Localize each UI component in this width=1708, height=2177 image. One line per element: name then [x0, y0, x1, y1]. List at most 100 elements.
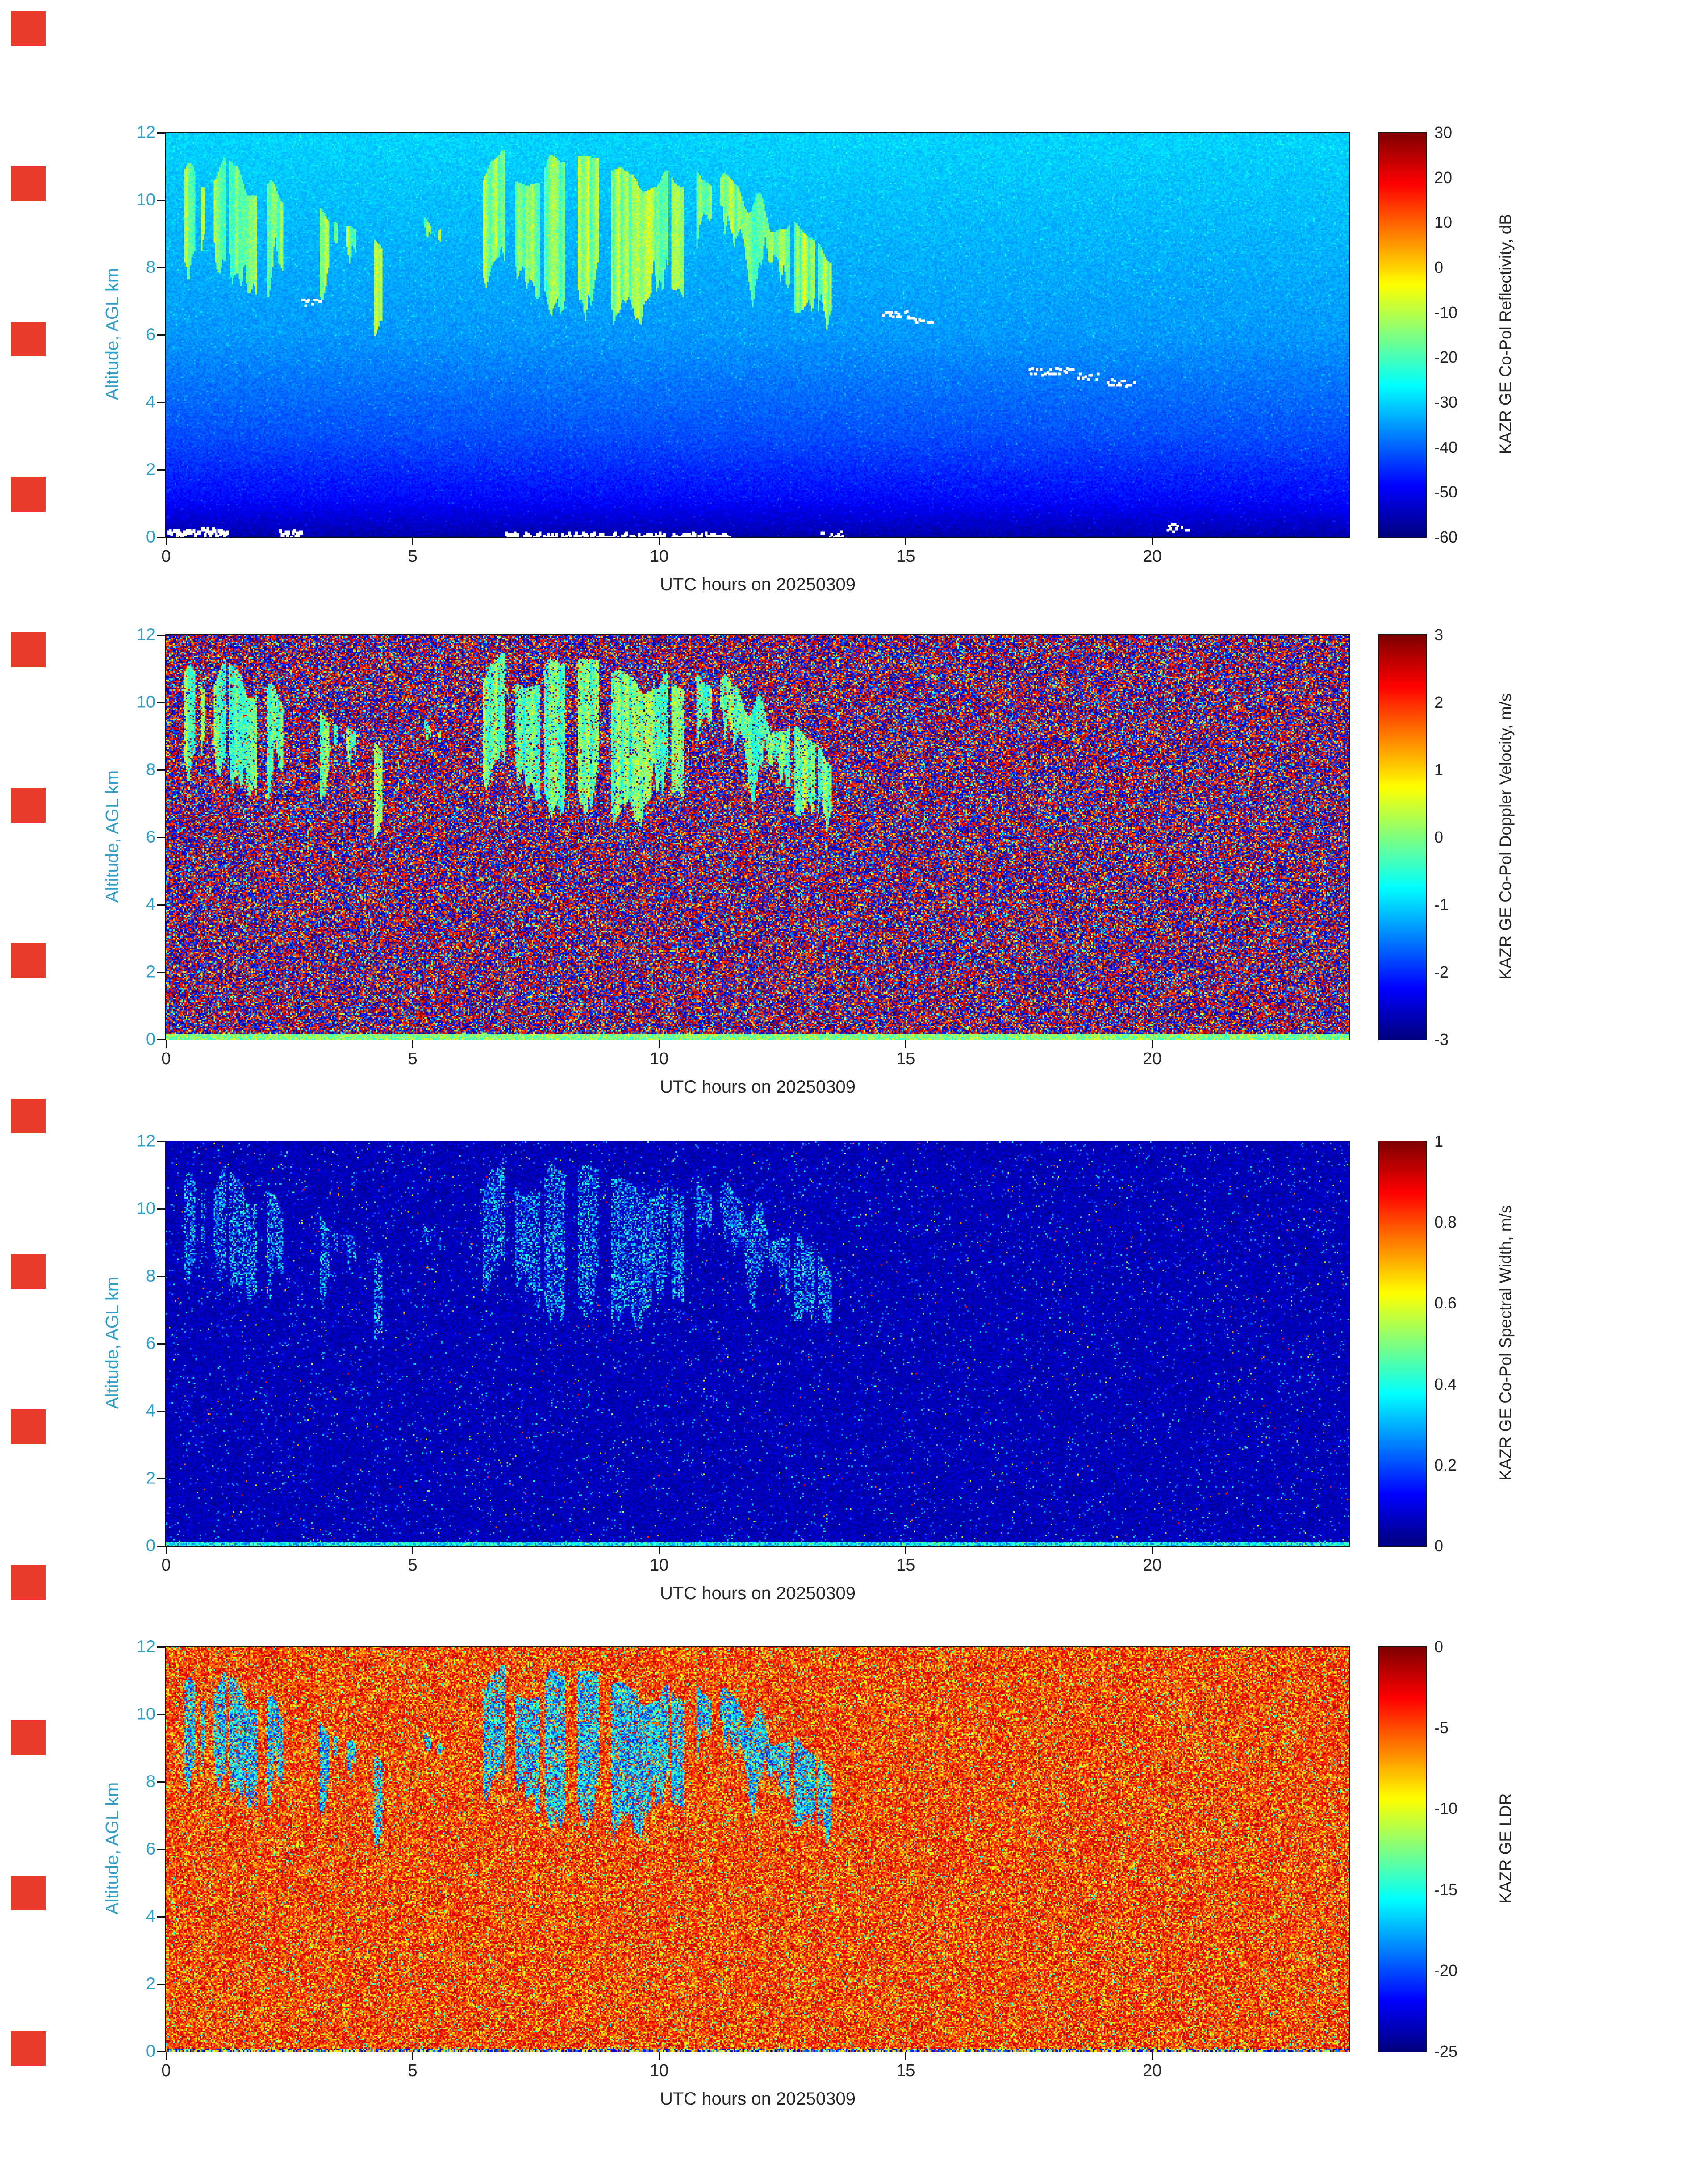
x-tick-mark: [905, 537, 906, 545]
x-tick-label: 10: [650, 1556, 668, 1575]
y-tick-labels: 0 2 4 6 8 10 12: [0, 1647, 155, 2052]
y-tick-mark: [157, 702, 165, 703]
y-tick-label: 0: [146, 1537, 155, 1556]
x-tick-mark: [905, 2052, 906, 2060]
x-tick-label: 0: [161, 547, 171, 566]
reflectivity-heatmap-canvas: [166, 133, 1349, 537]
ldr-plot-area: [165, 1646, 1350, 2052]
colorbar-gradient: [1379, 1647, 1426, 2052]
y-tick-mark: [157, 1849, 165, 1850]
y-tick-mark: [157, 267, 165, 268]
y-tick-mark: [157, 200, 165, 201]
colorbar-label-text: KAZR GE LDR: [1496, 1793, 1515, 1904]
x-tick-label: 10: [650, 1049, 668, 1069]
colorbar-tick-label: -3: [1434, 1030, 1449, 1049]
x-tick-label: 10: [650, 547, 668, 566]
colorbar-tick-label: -60: [1434, 528, 1457, 547]
y-tick-mark: [157, 1646, 165, 1648]
panel-spectral-width: Altitude, AGL km 0 2 4 6 8 10 12 UTC hours on …: [0, 1141, 1708, 1648]
y-tick-label: 0: [146, 2042, 155, 2061]
red-square-artifact: [11, 166, 46, 201]
y-tick-mark: [157, 769, 165, 771]
reflectivity-plot-area: [165, 132, 1350, 538]
kazr-quicklook-figure: Altitude, AGL km 0 2 4 6 8 10 12 UTC hours on …: [0, 0, 1708, 2177]
y-tick-label: 6: [146, 828, 155, 847]
colorbar-tick-label: -2: [1434, 963, 1449, 982]
x-tick-mark: [412, 1040, 413, 1048]
colorbar-tick-label: -40: [1434, 438, 1457, 457]
colorbar-tick-label: -15: [1434, 1880, 1457, 1899]
y-tick-mark: [157, 1411, 165, 1412]
x-tick-label: 0: [161, 1556, 171, 1575]
y-tick-label: 6: [146, 1334, 155, 1354]
red-square-artifact: [11, 2031, 46, 2066]
spectral-width-colorbar: [1378, 1141, 1427, 1547]
x-tick-mark: [659, 1040, 660, 1048]
colorbar-tick-label: 10: [1434, 213, 1452, 232]
colorbar-tick-label: -20: [1434, 348, 1457, 367]
colorbar-tick-label: -30: [1434, 393, 1457, 412]
x-tick-label: 15: [896, 547, 915, 566]
y-tick-mark: [157, 1781, 165, 1783]
y-tick-mark: [157, 2051, 165, 2052]
colorbar-tick-label: 0: [1434, 1638, 1443, 1656]
colorbar-tick-label: 0.8: [1434, 1213, 1457, 1232]
colorbar-label-text: KAZR GE Co-Pol Reflectivity, dB: [1496, 214, 1515, 454]
x-tick-mark: [412, 537, 413, 545]
y-tick-mark: [157, 1208, 165, 1210]
colorbar-label: KAZR GE Co-Pol Doppler Velocity, m/s: [1496, 694, 1515, 980]
y-tick-label: 2: [146, 460, 155, 480]
x-axis-label: UTC hours on 20250309: [660, 1584, 856, 1604]
x-tick-mark: [166, 2052, 167, 2060]
colorbar-label: KAZR GE Co-Pol Reflectivity, dB: [1496, 214, 1515, 454]
x-tick-mark: [905, 1546, 906, 1554]
red-square-artifact: [11, 1876, 46, 1910]
y-tick-mark: [157, 469, 165, 471]
x-tick-label: 15: [896, 1049, 915, 1069]
y-tick-label: 10: [137, 191, 155, 210]
y-tick-mark: [157, 132, 165, 134]
colorbar-tick-label: 0.4: [1434, 1375, 1457, 1394]
x-tick-mark: [1152, 1040, 1153, 1048]
y-tick-mark: [157, 402, 165, 403]
y-tick-mark: [157, 904, 165, 906]
colorbar-label: KAZR GE Co-Pol Spectral Width, m/s: [1496, 1205, 1515, 1481]
x-tick-label: 20: [1143, 2061, 1161, 2081]
y-tick-label: 10: [137, 1705, 155, 1724]
y-tick-mark: [157, 1984, 165, 1985]
x-tick-label: 5: [408, 547, 418, 566]
y-tick-mark: [157, 1714, 165, 1715]
colorbar-tick-label: 0.2: [1434, 1456, 1457, 1475]
panel-ldr: Altitude, AGL km 0 2 4 6 8 10 12 UTC hours on …: [0, 1647, 1708, 2154]
x-tick-mark: [412, 2052, 413, 2060]
red-square-artifact: [11, 1099, 46, 1133]
panel-doppler-velocity: Altitude, AGL km 0 2 4 6 8 10 12 UTC hours on …: [0, 635, 1708, 1142]
spectral-width-plot-area: [165, 1141, 1350, 1547]
colorbar-tick-label: 20: [1434, 168, 1452, 187]
y-tick-mark: [157, 1276, 165, 1277]
colorbar-tick-label: 0: [1434, 828, 1443, 847]
colorbar-tick-label: 0: [1434, 1537, 1443, 1555]
colorbar-tick-label: 30: [1434, 123, 1452, 142]
y-tick-label: 8: [146, 760, 155, 780]
red-square-artifact: [11, 632, 46, 667]
y-tick-mark: [157, 1343, 165, 1345]
ldr-heatmap-canvas: [166, 1647, 1349, 2052]
colorbar-tick-label: 3: [1434, 626, 1443, 644]
y-tick-mark: [157, 1546, 165, 1547]
y-tick-mark: [157, 1039, 165, 1040]
colorbar-tick-label: 0.6: [1434, 1294, 1457, 1312]
y-tick-label: 2: [146, 963, 155, 982]
colorbar-tick-label: -20: [1434, 1961, 1457, 1980]
red-square-artifact: [11, 11, 46, 46]
y-tick-mark: [157, 837, 165, 838]
y-tick-label: 8: [146, 1267, 155, 1286]
y-tick-label: 4: [146, 393, 155, 412]
x-tick-label: 5: [408, 1049, 418, 1069]
x-tick-label: 15: [896, 2061, 915, 2081]
y-tick-label: 4: [146, 1402, 155, 1421]
red-square-artifact: [11, 1254, 46, 1289]
y-tick-label: 6: [146, 1840, 155, 1859]
red-square-artifact: [11, 788, 46, 823]
y-tick-label: 12: [137, 1638, 155, 1657]
